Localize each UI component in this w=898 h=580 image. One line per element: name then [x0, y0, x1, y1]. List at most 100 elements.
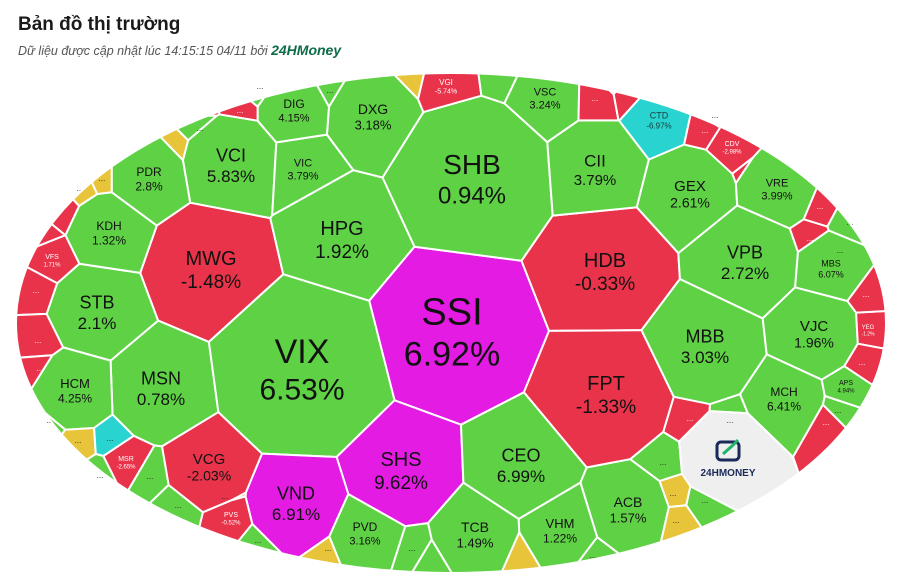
brand-link[interactable]: 24HMoney	[271, 42, 342, 58]
more-label: ...	[823, 418, 830, 427]
ticker-label: VRE	[766, 177, 789, 189]
ticker-label: VGI	[439, 78, 453, 87]
small-cell[interactable]	[792, 403, 898, 580]
change-label: 6.53%	[259, 374, 344, 407]
more-label: ...	[837, 246, 844, 255]
ticker-label: MSR	[118, 456, 134, 463]
ticker-label: GEX	[674, 178, 706, 195]
change-label: 9.62%	[374, 473, 428, 494]
logo-wordmark: 24HMONEY	[700, 468, 755, 479]
more-label: ...	[257, 82, 264, 91]
more-label: ...	[590, 551, 597, 560]
treemap-outline	[15, 72, 887, 574]
more-label: ...	[325, 544, 332, 553]
more-label: ...	[33, 286, 40, 295]
change-label: 1.57%	[610, 511, 647, 526]
small-cell[interactable]	[0, 117, 81, 237]
more-label: ...	[35, 336, 42, 345]
ticker-label: MCH	[770, 385, 797, 399]
small-cell[interactable]	[90, 60, 223, 117]
more-label: ...	[255, 536, 262, 545]
more-label: ...	[237, 106, 244, 115]
small-cell[interactable]	[731, 156, 754, 185]
change-label: 4.94%	[837, 388, 855, 394]
more-label: ...	[687, 414, 694, 423]
ticker-label: CTD	[650, 111, 669, 121]
change-label: 6.41%	[767, 400, 801, 414]
ticker-label: TCB	[461, 519, 489, 535]
small-cell[interactable]	[0, 453, 125, 580]
change-label: 4.15%	[278, 113, 309, 125]
change-label: 1.96%	[794, 335, 834, 351]
more-label: ...	[197, 124, 204, 133]
change-label: 5.83%	[207, 167, 255, 186]
change-label: 6.91%	[272, 505, 320, 524]
ticker-label: VHM	[546, 516, 575, 531]
small-cell[interactable]	[685, 485, 844, 580]
ticker-label: KDH	[96, 219, 121, 233]
change-label: 6.07%	[818, 269, 844, 279]
change-label: -1.2%	[861, 331, 875, 337]
change-label: -2.03%	[187, 468, 231, 484]
more-label: ...	[712, 111, 719, 120]
logo-mark-icon	[715, 440, 741, 462]
small-cell[interactable]	[379, 60, 429, 100]
ticker-label: ACB	[614, 494, 643, 510]
more-label: ...	[55, 204, 62, 213]
ticker-label: VJC	[800, 318, 829, 335]
brand-logo	[715, 438, 741, 462]
small-cell[interactable]	[475, 60, 526, 105]
page-title: Bản đồ thị trường	[18, 14, 181, 35]
change-label: 0.78%	[137, 390, 185, 409]
ticker-label: SHS	[380, 449, 421, 471]
more-label: ...	[702, 496, 709, 505]
ticker-label: SSI	[421, 291, 482, 333]
ticker-label: VCI	[216, 145, 246, 165]
ticker-label: VIX	[275, 333, 330, 371]
change-label: -1.48%	[181, 272, 241, 293]
ticker-label: VIC	[294, 157, 312, 169]
ticker-label: VFS	[45, 254, 59, 261]
update-info: Dữ liệu được cập nhật lúc 14:15:15 04/11…	[18, 44, 272, 58]
change-label: 1.49%	[457, 536, 494, 551]
more-label: ...	[327, 86, 334, 95]
more-label: ...	[107, 434, 114, 443]
change-label: 3.99%	[761, 190, 792, 202]
more-label: ...	[147, 472, 154, 481]
change-label: -5.74%	[435, 88, 457, 95]
ticker-label: DXG	[358, 101, 388, 117]
ticker-label: MWG	[185, 248, 236, 270]
small-cell[interactable]	[93, 413, 135, 457]
change-label: 4.25%	[58, 392, 92, 406]
change-label: 3.16%	[349, 536, 380, 548]
more-label: ...	[863, 290, 870, 299]
small-cell[interactable]	[230, 491, 247, 502]
ticker-label: VND	[277, 483, 315, 503]
change-label: 3.18%	[355, 118, 392, 133]
small-cell[interactable]	[9, 427, 97, 510]
ticker-label: SHB	[443, 149, 501, 180]
small-cell[interactable]	[406, 538, 457, 580]
change-label: 1.71%	[43, 262, 61, 268]
change-label: 6.99%	[497, 467, 545, 486]
small-cell[interactable]	[788, 218, 830, 253]
more-label: ...	[673, 516, 680, 525]
more-label: ...	[835, 406, 842, 415]
update-subtitle: Dữ liệu được cập nhật lúc 14:15:15 04/11…	[18, 42, 341, 58]
ticker-label: PVD	[353, 520, 378, 534]
more-label: ...	[77, 184, 84, 193]
ticker-label: MSN	[141, 368, 181, 388]
ticker-label: APS	[839, 380, 853, 387]
more-label: ...	[99, 174, 106, 183]
change-label: -2.65%	[116, 464, 136, 470]
change-label: -1.33%	[576, 397, 636, 418]
small-cell[interactable]	[826, 93, 898, 254]
small-cell[interactable]	[102, 484, 204, 580]
ticker-label: CDV	[725, 141, 740, 148]
change-label: 3.03%	[681, 348, 729, 367]
more-label: ...	[222, 492, 229, 501]
more-label: ...	[37, 364, 44, 373]
ticker-label: YEG	[862, 325, 875, 331]
more-label: ...	[175, 501, 182, 510]
more-label: ...	[817, 202, 824, 211]
